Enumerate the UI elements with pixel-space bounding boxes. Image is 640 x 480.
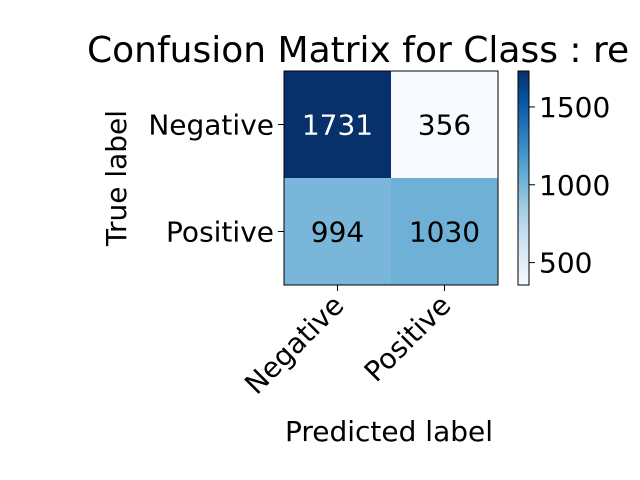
cell-value-labels: 1731 356 994 1030	[302, 109, 480, 249]
heatmap-cell	[284, 71, 391, 178]
cell-value-label: 1731	[302, 109, 373, 142]
heatmap-cells	[284, 71, 498, 285]
heatmap-cell	[391, 71, 498, 178]
colorbar-tick-label: 1000	[539, 169, 610, 202]
colorbar	[517, 70, 530, 286]
heatmap-cell	[391, 178, 498, 285]
cell-value-label: 994	[311, 216, 364, 249]
cell-value-label: 1030	[409, 216, 480, 249]
colorbar-tick-label: 1500	[539, 91, 610, 124]
plot-frame	[283, 70, 499, 286]
y-axis-label: True label	[100, 110, 133, 247]
colorbar-tick-label: 500	[539, 247, 592, 280]
chart-title: Confusion Matrix for Class : re	[87, 30, 629, 71]
y-axis-ticks: Negative Positive	[148, 109, 284, 249]
y-tick-label: Negative	[148, 109, 274, 142]
x-axis-label: Predicted label	[285, 415, 493, 448]
colorbar-ticks: 500 1000 1500	[529, 91, 610, 280]
y-tick-label: Positive	[166, 216, 274, 249]
cell-value-label: 356	[418, 109, 471, 142]
heatmap-cell	[284, 178, 391, 285]
